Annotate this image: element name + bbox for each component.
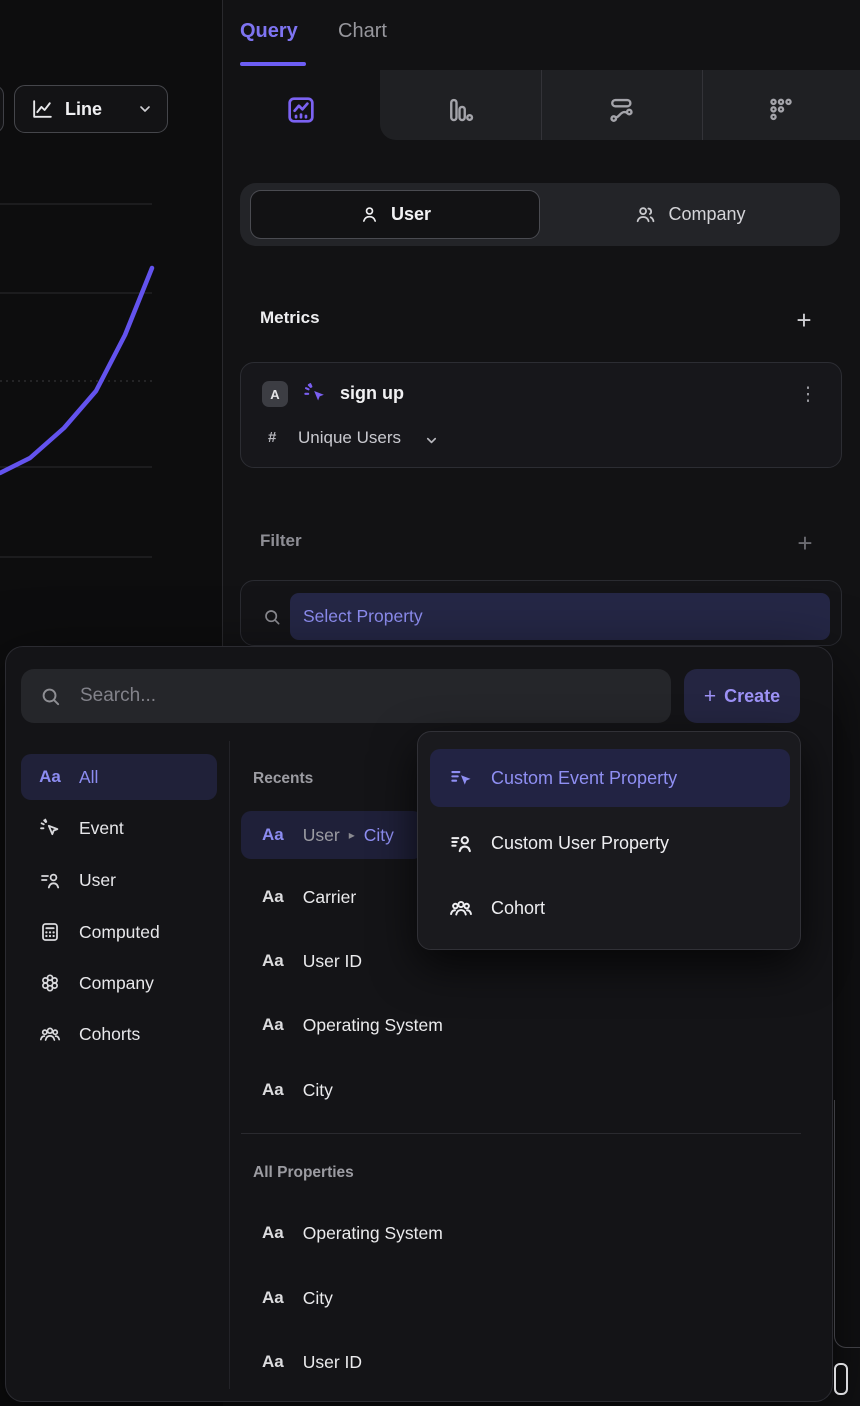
plus-icon: + xyxy=(703,684,717,708)
people-icon xyxy=(634,203,657,226)
viz-tab-divider xyxy=(702,70,703,140)
event-cursor-icon xyxy=(302,380,329,407)
insights-chart-icon xyxy=(284,93,318,127)
all-properties-title: All Properties xyxy=(253,1164,354,1181)
recent-item-selected[interactable]: Aa User ▸ City xyxy=(241,811,423,859)
category-cohorts[interactable]: Cohorts xyxy=(21,1011,217,1057)
recent-item[interactable]: Aa User ID xyxy=(262,950,363,971)
entity-company-label: Company xyxy=(668,204,746,224)
search-icon xyxy=(262,607,282,627)
category-all[interactable]: Aa All xyxy=(21,754,217,800)
viz-tab-flows[interactable] xyxy=(603,92,639,128)
picker-search[interactable] xyxy=(21,669,671,723)
recent-item[interactable]: Aa City xyxy=(262,1079,333,1100)
metric-card[interactable] xyxy=(240,362,842,468)
property-item[interactable]: Aa City xyxy=(262,1287,333,1308)
panel-divider xyxy=(222,0,223,648)
viz-tab-retention[interactable] xyxy=(763,92,799,128)
line-chart-icon xyxy=(30,97,55,122)
flows-icon xyxy=(606,95,636,125)
menu-item-cohort[interactable]: Cohort xyxy=(430,879,790,937)
event-cursor-icon xyxy=(37,816,63,840)
picker-column-divider xyxy=(229,741,230,1389)
tab-chart[interactable]: Chart xyxy=(338,20,387,42)
viz-tab-divider xyxy=(541,70,542,140)
active-tab-underline xyxy=(240,62,306,66)
create-button-label: Create xyxy=(724,685,781,706)
chevron-down-icon xyxy=(424,433,439,448)
entity-toggle-company[interactable]: Company xyxy=(545,190,835,239)
string-type-icon: Aa xyxy=(262,1080,284,1099)
string-type-icon: Aa xyxy=(262,887,284,906)
property-item[interactable]: Aa User ID xyxy=(262,1351,363,1372)
viz-tab-insights[interactable] xyxy=(283,92,319,128)
chevron-down-icon xyxy=(137,101,153,117)
metrics-title: Metrics xyxy=(260,308,320,327)
underlying-card-corner xyxy=(834,1100,860,1348)
aggregation-selector[interactable]: Unique Users xyxy=(298,428,401,447)
viz-tab-strip xyxy=(380,70,860,140)
calculator-icon xyxy=(37,920,63,944)
category-company[interactable]: Company xyxy=(21,960,217,1006)
filter-selection-label: Select Property xyxy=(303,606,423,626)
cluster-icon xyxy=(37,971,63,995)
list-person-icon xyxy=(447,830,475,856)
string-type-icon: Aa xyxy=(262,1015,284,1034)
add-metric-button[interactable]: + xyxy=(796,305,812,335)
string-type-icon: Aa xyxy=(262,1223,284,1242)
entity-user-label: User xyxy=(390,204,432,224)
list-divider xyxy=(241,1133,801,1134)
recent-item[interactable]: Aa Carrier xyxy=(262,886,357,907)
recents-title: Recents xyxy=(253,770,314,787)
metric-menu-button[interactable]: ⋮ xyxy=(798,383,818,405)
filter-title: Filter xyxy=(260,531,302,550)
property-item[interactable]: Aa Operating System xyxy=(262,1222,443,1243)
string-type-icon: Aa xyxy=(262,825,284,844)
retention-dots-icon xyxy=(766,95,796,125)
category-event[interactable]: Event xyxy=(21,805,217,851)
create-menu: Custom Event Property Custom User Proper… xyxy=(417,731,801,950)
keyboard-hint-keycap xyxy=(834,1363,848,1395)
category-user[interactable]: User xyxy=(21,857,217,903)
person-icon xyxy=(359,204,380,225)
breadcrumb-caret-icon: ▸ xyxy=(348,828,355,842)
bar-chart-icon xyxy=(445,95,475,125)
metric-series-badge: A xyxy=(262,381,288,407)
string-type-icon: Aa xyxy=(39,767,61,786)
viz-tab-bar[interactable] xyxy=(442,92,478,128)
string-type-icon: Aa xyxy=(262,1288,284,1307)
add-filter-button[interactable]: + xyxy=(797,528,813,558)
recent-item[interactable]: Aa Operating System xyxy=(262,1014,443,1035)
menu-item-custom-user-property[interactable]: Custom User Property xyxy=(430,814,790,872)
people-group-icon xyxy=(37,1022,63,1046)
aggregation-symbol: # xyxy=(268,429,277,446)
search-input[interactable] xyxy=(78,684,653,708)
entity-toggle-user[interactable]: User xyxy=(250,190,540,239)
chart-type-dropdown[interactable]: Line xyxy=(14,85,168,133)
string-type-icon: Aa xyxy=(262,1352,284,1371)
list-person-icon xyxy=(37,868,63,892)
tab-query[interactable]: Query xyxy=(240,20,298,42)
search-icon xyxy=(39,685,62,708)
list-cursor-icon xyxy=(447,765,475,791)
filter-property-selector[interactable]: Select Property xyxy=(290,593,830,640)
metric-event-name: sign up xyxy=(340,383,404,403)
chart-type-label: Line xyxy=(65,98,103,119)
string-type-icon: Aa xyxy=(262,951,284,970)
create-button[interactable]: + Create xyxy=(684,669,800,723)
menu-item-custom-event-property[interactable]: Custom Event Property xyxy=(430,749,790,807)
mini-line-chart xyxy=(0,203,155,558)
category-computed[interactable]: Computed xyxy=(21,909,217,955)
people-group-icon xyxy=(447,895,475,921)
